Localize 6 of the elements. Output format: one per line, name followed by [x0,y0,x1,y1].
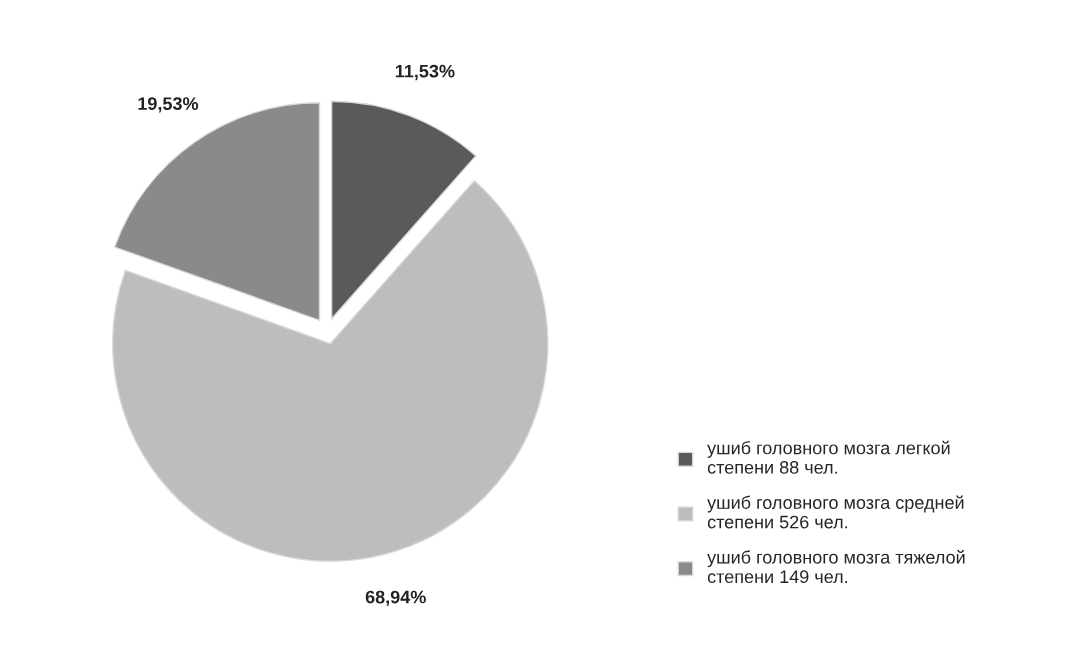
legend-label: ушиб головного мозга тяжелой степени 149 чел. [707,550,965,584]
data-label: 68,94% [365,590,426,607]
legend-label: ушиб головного мозга средней степени 526 чел. [707,495,964,529]
data-label: 11,53% [395,64,455,81]
legend-label: ушиб головного мозга легкой степени 88 чел. [707,440,950,474]
data-label: 19,53% [138,97,199,113]
